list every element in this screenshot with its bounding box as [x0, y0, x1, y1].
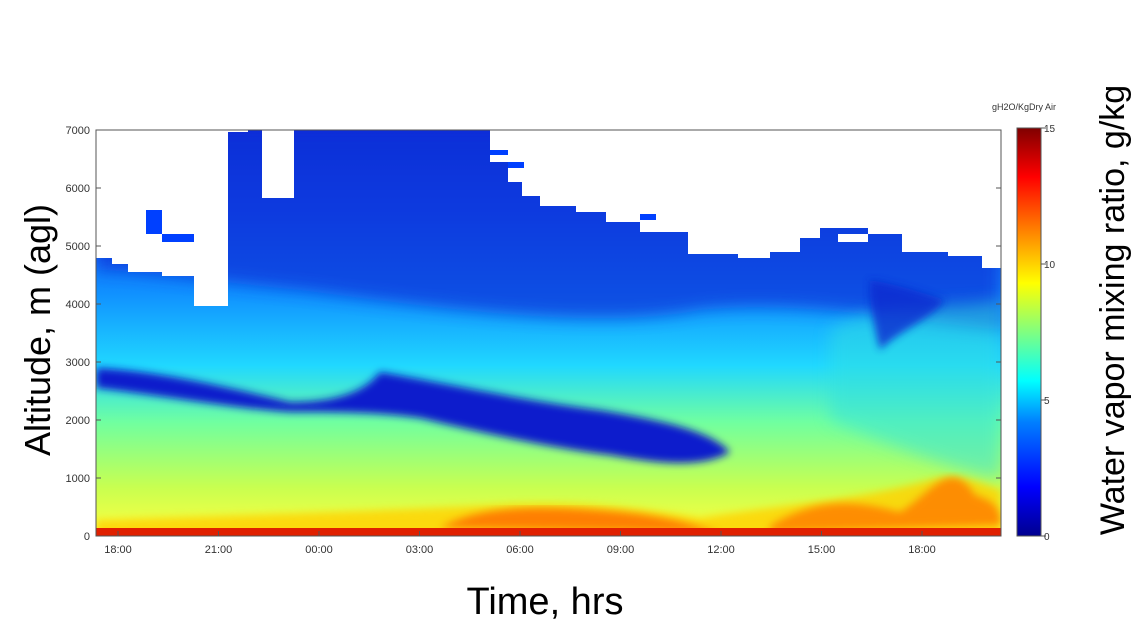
x-axis-label: Time, hrs — [467, 581, 624, 623]
heatmap-field — [96, 130, 1001, 536]
colorbar-unit-label: gH2O/KgDry Air — [992, 102, 1056, 112]
x-tick-label: 18:00 — [104, 544, 132, 556]
x-tick-label: 00:00 — [305, 544, 333, 556]
plot-frame — [95, 129, 1002, 537]
x-tick-label: 09:00 — [607, 544, 635, 556]
y-tick-label: 3000 — [66, 357, 90, 369]
y-axis-ticks: 0 1000 2000 3000 4000 5000 6000 7000 — [66, 125, 1001, 543]
colorbar-tick-label: 0 — [1044, 532, 1050, 543]
y-tick-label: 2000 — [66, 415, 90, 427]
colorbar-tick-label: 5 — [1044, 396, 1050, 407]
y-axis-label: Altitude, m (agl) — [17, 204, 58, 456]
x-tick-label: 15:00 — [808, 544, 836, 556]
y-tick-label: 7000 — [66, 125, 90, 137]
colorbar-tick-label: 15 — [1044, 124, 1056, 135]
x-tick-label: 03:00 — [406, 544, 434, 556]
x-tick-label: 06:00 — [506, 544, 534, 556]
x-tick-label: 18:00 — [908, 544, 936, 556]
y-tick-label: 1000 — [66, 473, 90, 485]
y-tick-label: 4000 — [66, 299, 90, 311]
y-tick-label: 0 — [84, 531, 90, 543]
y-tick-label: 5000 — [66, 241, 90, 253]
colorbar-ticks: 0 5 10 15 — [1041, 124, 1056, 543]
colorbar-tick-label: 10 — [1044, 260, 1056, 271]
colorbar — [1016, 127, 1042, 537]
x-axis-ticks: 18:00 21:00 00:00 03:00 06:00 09:00 12:00 15:00… — [104, 531, 936, 556]
y-tick-label: 6000 — [66, 183, 90, 195]
x-tick-label: 12:00 — [707, 544, 735, 556]
colorbar-label: Water vapor mixing ratio, g/kg — [1094, 85, 1132, 535]
x-tick-label: 21:00 — [205, 544, 233, 556]
missing-data-mask — [96, 130, 1001, 306]
